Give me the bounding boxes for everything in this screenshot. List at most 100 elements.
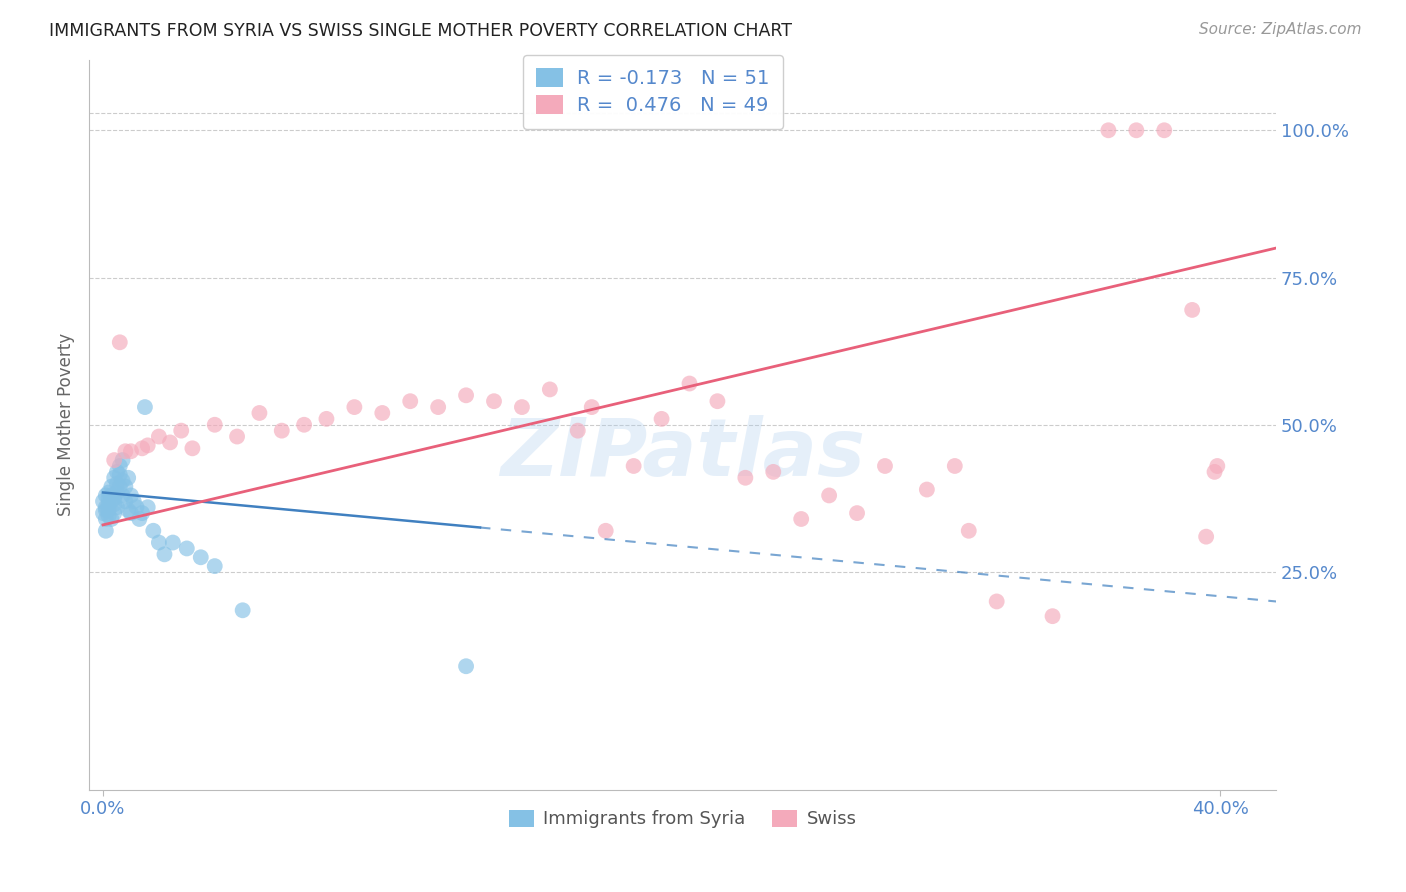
Point: [128, 512, 150, 526]
Point: [148, 429, 170, 443]
Point: [678, 376, 700, 391]
Point: [190, 550, 212, 565]
Point: [94, 500, 117, 515]
Point: [94, 488, 117, 502]
Point: [454, 388, 477, 402]
Point: [270, 424, 292, 438]
Point: [226, 429, 249, 443]
Point: [623, 458, 645, 473]
Point: [1153, 123, 1175, 137]
Point: [117, 503, 139, 517]
Point: [567, 424, 589, 438]
Point: [482, 394, 505, 409]
Point: [94, 512, 117, 526]
Point: [762, 465, 785, 479]
Point: [97, 491, 120, 506]
Point: [427, 400, 450, 414]
Point: [846, 506, 869, 520]
Point: [103, 497, 125, 511]
Point: [125, 500, 148, 515]
Point: [97, 509, 120, 524]
Point: [122, 494, 145, 508]
Point: [120, 488, 142, 502]
Point: [94, 503, 117, 517]
Point: [136, 438, 159, 452]
Point: [315, 412, 337, 426]
Point: [120, 506, 142, 520]
Point: [371, 406, 394, 420]
Point: [170, 424, 193, 438]
Point: [114, 480, 136, 494]
Point: [105, 485, 128, 500]
Point: [105, 476, 128, 491]
Point: [986, 594, 1008, 608]
Point: [94, 524, 117, 538]
Point: [97, 485, 120, 500]
Point: [103, 491, 125, 506]
Text: Source: ZipAtlas.com: Source: ZipAtlas.com: [1198, 22, 1361, 37]
Point: [114, 494, 136, 508]
Point: [91, 494, 114, 508]
Point: [454, 659, 477, 673]
Point: [1204, 465, 1226, 479]
Point: [581, 400, 603, 414]
Point: [103, 506, 125, 520]
Point: [176, 541, 198, 556]
Point: [1097, 123, 1119, 137]
Text: ZIPatlas: ZIPatlas: [501, 415, 865, 493]
Point: [510, 400, 533, 414]
Point: [1206, 458, 1229, 473]
Point: [100, 488, 122, 502]
Point: [943, 458, 966, 473]
Point: [1195, 530, 1218, 544]
Point: [181, 442, 204, 456]
Y-axis label: Single Mother Poverty: Single Mother Poverty: [58, 334, 75, 516]
Point: [103, 471, 125, 485]
Point: [111, 488, 134, 502]
Point: [100, 512, 122, 526]
Point: [790, 512, 813, 526]
Point: [538, 383, 561, 397]
Point: [134, 400, 156, 414]
Point: [706, 394, 728, 409]
Point: [91, 506, 114, 520]
Point: [873, 458, 896, 473]
Point: [595, 524, 617, 538]
Legend: Immigrants from Syria, Swiss: Immigrants from Syria, Swiss: [502, 803, 863, 836]
Point: [651, 412, 673, 426]
Point: [131, 442, 153, 456]
Point: [108, 335, 131, 350]
Point: [108, 467, 131, 482]
Text: IMMIGRANTS FROM SYRIA VS SWISS SINGLE MOTHER POVERTY CORRELATION CHART: IMMIGRANTS FROM SYRIA VS SWISS SINGLE MO…: [49, 22, 792, 40]
Point: [249, 406, 271, 420]
Point: [399, 394, 422, 409]
Point: [343, 400, 366, 414]
Point: [111, 453, 134, 467]
Point: [153, 547, 176, 561]
Point: [159, 435, 181, 450]
Point: [915, 483, 938, 497]
Point: [204, 417, 226, 432]
Point: [1181, 302, 1204, 317]
Point: [204, 559, 226, 574]
Point: [103, 453, 125, 467]
Point: [148, 535, 170, 549]
Point: [111, 474, 134, 488]
Point: [162, 535, 184, 549]
Point: [100, 480, 122, 494]
Point: [734, 471, 756, 485]
Point: [105, 465, 128, 479]
Point: [117, 471, 139, 485]
Point: [97, 503, 120, 517]
Point: [108, 480, 131, 494]
Point: [105, 500, 128, 515]
Point: [131, 506, 153, 520]
Point: [108, 458, 131, 473]
Point: [1042, 609, 1064, 624]
Point: [97, 497, 120, 511]
Point: [136, 500, 159, 515]
Point: [114, 444, 136, 458]
Point: [1125, 123, 1147, 137]
Point: [120, 444, 142, 458]
Point: [232, 603, 254, 617]
